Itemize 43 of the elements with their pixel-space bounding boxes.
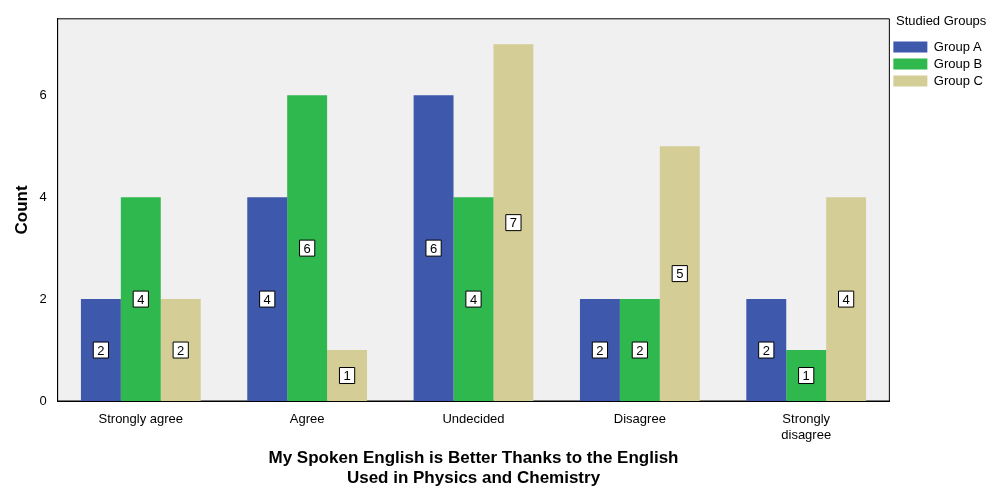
bar (247, 197, 288, 401)
x-tick-label: Disagree (613, 411, 666, 427)
data-label: 4 (842, 291, 850, 307)
data-label: 2 (596, 342, 604, 358)
data-label: 4 (469, 291, 478, 307)
x-tick-label: Strongly agree (98, 411, 184, 427)
bar (453, 197, 494, 401)
y-tick-label: 6 (39, 86, 47, 102)
data-label: 2 (636, 342, 644, 358)
x-tick-label: Undecided (442, 411, 505, 427)
bar (413, 95, 454, 401)
data-label: 1 (343, 368, 351, 384)
y-axis-title: Count (11, 185, 31, 235)
data-label: 4 (263, 291, 271, 307)
legend-label: Group B (933, 55, 983, 71)
legend-title: Studied Groups (896, 13, 987, 29)
data-label: 4 (137, 291, 145, 307)
bar (746, 299, 787, 401)
x-axis-title: My Spoken English is Better Thanks to the English Used in Physics and Chemistry (268, 448, 679, 488)
data-label: 2 (762, 342, 770, 358)
data-label: 1 (802, 368, 810, 384)
bar (826, 197, 867, 401)
bar (80, 299, 121, 401)
legend-label: Group C (933, 72, 984, 88)
y-tick-label: 0 (39, 392, 47, 408)
y-tick-label: 4 (39, 188, 47, 204)
x-tick-label: Agree (289, 411, 325, 427)
y-tick-label: 2 (39, 290, 47, 306)
bar (160, 299, 201, 401)
bar (619, 299, 660, 401)
bar (659, 146, 700, 401)
bar (120, 197, 161, 401)
bar (287, 95, 328, 401)
data-label: 5 (676, 266, 684, 282)
data-label: 7 (509, 215, 518, 231)
data-label: 2 (97, 342, 105, 358)
bar (493, 44, 534, 401)
data-label: 6 (303, 240, 311, 256)
data-label: 6 (429, 240, 438, 256)
data-label: 2 (177, 342, 185, 358)
legend-label: Group A (933, 38, 982, 54)
x-tick-label: Strongly disagree (781, 411, 832, 442)
bar (579, 299, 620, 401)
